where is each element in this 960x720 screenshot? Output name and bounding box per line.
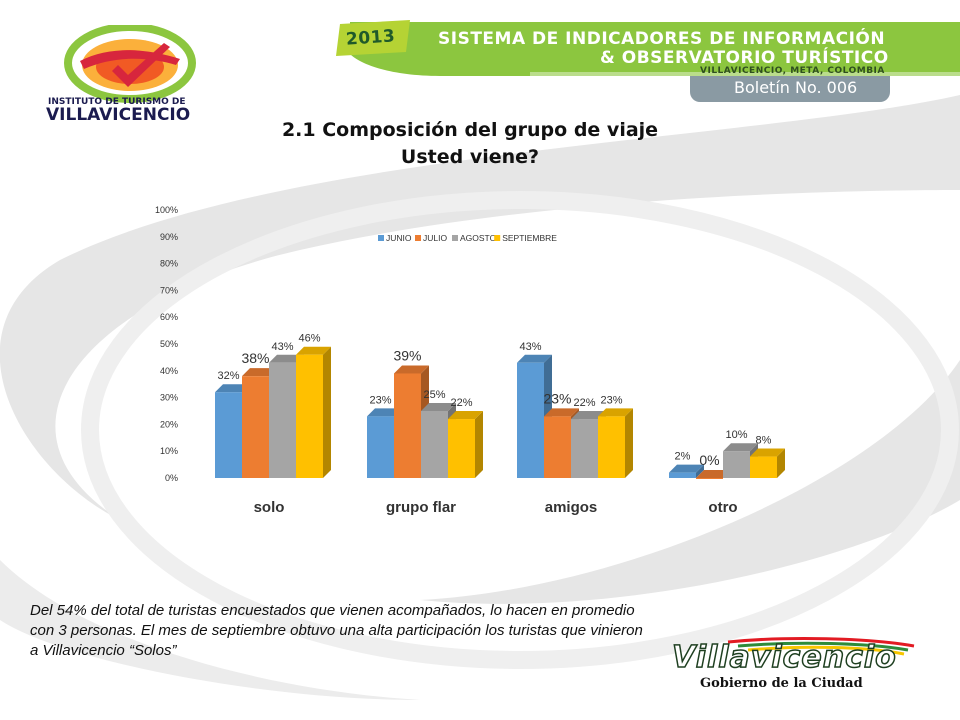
bar-top xyxy=(367,408,402,417)
bar-top xyxy=(669,464,704,473)
x-category-label: solo xyxy=(254,499,285,516)
institute-logo-line2: VILLAVICENCIO xyxy=(46,105,191,125)
data-label: 23% xyxy=(600,394,622,406)
bar-top xyxy=(598,408,633,417)
bar xyxy=(269,362,296,478)
bar xyxy=(669,472,696,478)
data-label: 32% xyxy=(217,370,239,382)
legend-swatch xyxy=(452,235,458,241)
bar xyxy=(723,451,750,478)
bar xyxy=(696,478,723,479)
city-logo-name: Villavicencio xyxy=(671,639,897,676)
bar xyxy=(367,416,394,478)
bar-top xyxy=(448,411,483,420)
data-label: 38% xyxy=(241,350,269,366)
bar-top xyxy=(544,408,579,417)
legend-swatch xyxy=(494,235,501,241)
y-tick-label: 20% xyxy=(160,419,178,429)
y-tick-label: 30% xyxy=(160,393,178,403)
bar-top xyxy=(723,443,758,452)
y-tick-label: 50% xyxy=(160,339,178,349)
bar-side xyxy=(777,448,785,478)
bar-side xyxy=(323,346,331,478)
header-title-line2: & OBSERVATORIO TURÍSTICO xyxy=(600,48,889,68)
bar-top xyxy=(394,365,429,374)
bar-side xyxy=(475,411,483,478)
bar xyxy=(448,419,475,478)
data-label: 22% xyxy=(450,397,472,409)
y-tick-label: 100% xyxy=(155,205,178,215)
header-location: VILLAVICENCIO, META, COLOMBIA xyxy=(700,66,885,76)
y-tick-label: 70% xyxy=(160,285,178,295)
bar-top xyxy=(571,411,606,420)
legend-label: JUNIO xyxy=(386,233,412,243)
data-label: 8% xyxy=(756,435,772,447)
x-category-label: amigos xyxy=(545,499,598,516)
bar-top xyxy=(696,470,731,478)
header-banner: 2013 SISTEMA DE INDICADORES DE INFORMACI… xyxy=(330,14,960,80)
bar-top xyxy=(215,384,250,393)
bar-top xyxy=(750,448,785,457)
data-label: 23% xyxy=(543,390,571,406)
legend-label: JULIO xyxy=(423,233,447,243)
bar-top xyxy=(242,368,277,377)
bar xyxy=(544,416,571,478)
slide-title-line1: 2.1 Composición del grupo de viaje xyxy=(281,119,659,141)
bulletin-number: Boletín No. 006 xyxy=(734,78,858,97)
bar-top xyxy=(269,354,304,363)
legend-swatch xyxy=(378,235,384,241)
bar xyxy=(750,456,777,478)
data-label: 46% xyxy=(298,333,320,345)
bar xyxy=(421,411,448,478)
city-logo-subtitle: Gobierno de la Ciudad xyxy=(700,676,863,691)
bar-top xyxy=(421,403,456,411)
bar xyxy=(517,362,544,478)
data-label: 2% xyxy=(675,451,691,463)
bar-top xyxy=(296,346,331,355)
y-tick-label: 90% xyxy=(160,232,178,242)
bar xyxy=(598,416,625,478)
data-label: 23% xyxy=(369,394,391,406)
bar-top xyxy=(517,354,552,363)
y-tick-label: 0% xyxy=(165,473,178,483)
footnote-text: Del 54% del total de turistas encuestado… xyxy=(30,602,643,659)
y-tick-label: 60% xyxy=(160,312,178,322)
bar xyxy=(215,392,242,478)
institute-logo: INSTITUTO DE TURISMO DE VILLAVICENCIO xyxy=(40,25,240,125)
x-category-label: grupo flar xyxy=(386,499,456,516)
data-label: 43% xyxy=(519,341,541,353)
y-tick-label: 40% xyxy=(160,366,178,376)
bar-side xyxy=(696,464,704,478)
data-label: 10% xyxy=(725,429,747,441)
slide-title-line2: Usted viene? xyxy=(400,146,540,168)
bar-side xyxy=(625,408,633,478)
legend-swatch xyxy=(415,235,421,241)
city-logo: Villavicencio Gobierno de la Ciudad xyxy=(668,636,928,696)
data-label: 0% xyxy=(699,452,719,468)
bulletin-badge: Boletín No. 006 xyxy=(690,76,890,102)
institute-logo-line1: INSTITUTO DE TURISMO DE xyxy=(48,97,186,107)
bar xyxy=(394,373,421,478)
legend-label: AGOSTO xyxy=(460,233,497,243)
bar xyxy=(571,419,598,478)
y-tick-label: 10% xyxy=(160,446,178,456)
data-label: 43% xyxy=(271,341,293,353)
bar xyxy=(296,354,323,478)
data-label: 39% xyxy=(393,347,421,363)
data-label: 25% xyxy=(423,389,445,401)
y-tick-label: 80% xyxy=(160,259,178,269)
x-category-label: otro xyxy=(708,499,737,516)
header-title-line1: SISTEMA DE INDICADORES DE INFORMACIÓN xyxy=(438,29,886,49)
data-label: 22% xyxy=(573,397,595,409)
bar xyxy=(242,376,269,478)
legend-label: SEPTIEMBRE xyxy=(502,233,557,243)
